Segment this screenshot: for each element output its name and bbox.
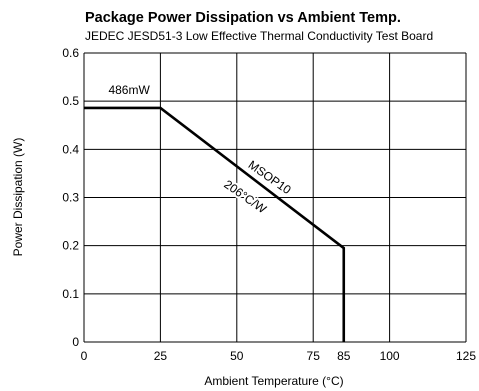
y-tick-label: 0.6	[62, 46, 79, 60]
y-tick-label: 0.3	[62, 191, 79, 205]
grid	[83, 52, 467, 343]
x-tick-label: 0	[81, 349, 88, 363]
series	[84, 106, 346, 342]
y-tick-label: 0.4	[62, 142, 79, 156]
chart-title: Package Power Dissipation vs Ambient Tem…	[85, 10, 401, 26]
y-tick-label: 0.2	[62, 239, 79, 253]
x-tick-label: 50	[230, 349, 244, 363]
y-tick-label: 0.1	[62, 287, 79, 301]
series-line-0	[84, 106, 346, 342]
y-axis-label: Power Dissipation (W)	[11, 138, 25, 257]
x-tick-label: 85	[337, 349, 351, 363]
tick-labels: 0 25 50 75 85 100 125 0 0.1 0.2 0.3 0.4 0.5 0.6	[62, 46, 476, 363]
chart-subtitle: JEDEC JESD51-3 Low Effective Thermal Con…	[85, 29, 433, 43]
y-tick-label: 0	[72, 335, 79, 349]
x-tick-label: 25	[154, 349, 168, 363]
x-tick-label: 75	[307, 349, 321, 363]
annotation-2: 206°C/W	[221, 177, 269, 216]
x-tick-label: 100	[380, 349, 400, 363]
y-tick-label: 0.5	[62, 94, 79, 108]
x-axis-label: Ambient Temperature (°C)	[204, 374, 343, 388]
annotation-0: 486mW	[108, 83, 150, 97]
x-tick-label: 125	[456, 349, 476, 363]
